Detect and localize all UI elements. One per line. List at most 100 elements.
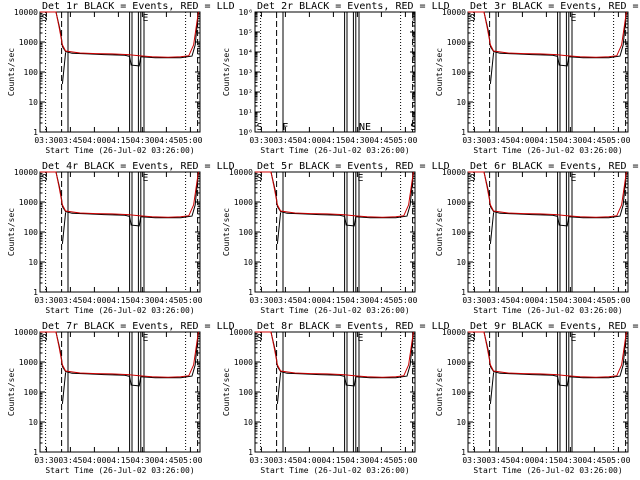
x-axis-label: Start Time (26-Jul-02 03:26:00)	[45, 306, 194, 315]
events-dip-line	[276, 372, 282, 404]
flag-label: F	[282, 122, 288, 133]
y-tick-label: 10⁵	[239, 28, 253, 37]
x-axis-label: Start Time (26-Jul-02 03:26:00)	[260, 146, 409, 155]
x-tick-label: 04:00	[510, 456, 534, 465]
flag-label: E	[570, 173, 576, 184]
flag-label: S	[42, 333, 48, 344]
x-tick-label: 04:00	[82, 136, 106, 145]
x-tick-label: 04:30	[558, 136, 582, 145]
y-axis-label: Counts/sec	[435, 368, 444, 416]
flag-label: E	[570, 13, 576, 24]
events-series-line	[468, 331, 627, 387]
x-axis-label: Start Time (26-Jul-02 03:26:00)	[473, 146, 622, 155]
x-tick-label: 04:15	[106, 456, 130, 465]
flag-label: S	[257, 122, 263, 133]
lld-series-line	[40, 331, 199, 378]
lld-series-line	[468, 331, 627, 378]
x-tick-label: 03:45	[486, 456, 510, 465]
events-dip-line	[276, 212, 282, 244]
events-dip-line	[61, 212, 67, 244]
panel-title: Det 4r BLACK = Events, RED = LLD	[42, 161, 235, 172]
x-tick-label: 04:45	[582, 296, 606, 305]
x-tick-label: 03:30	[249, 136, 273, 145]
y-tick-label: 10000	[14, 8, 38, 17]
y-axis-label: Counts/sec	[7, 208, 16, 256]
flag-label: S	[42, 173, 48, 184]
x-axis-label: Start Time (26-Jul-02 03:26:00)	[260, 306, 409, 315]
events-dip-line	[489, 52, 495, 84]
lld-series-line	[255, 171, 414, 218]
y-tick-label: 10	[28, 418, 38, 427]
x-tick-label: 04:15	[321, 456, 345, 465]
x-tick-label: 04:00	[510, 136, 534, 145]
y-tick-label: 10⁶	[239, 8, 253, 17]
x-tick-label: 04:00	[297, 136, 321, 145]
y-tick-label: 10	[456, 258, 466, 267]
x-tick-label: 04:00	[82, 296, 106, 305]
y-axis-label: Counts/sec	[7, 368, 16, 416]
flag-label: S	[257, 173, 263, 184]
y-tick-label: 1	[33, 128, 38, 137]
y-tick-label: 1	[461, 288, 466, 297]
y-axis-label: Counts/sec	[7, 48, 16, 96]
x-tick-label: 04:30	[130, 456, 154, 465]
y-tick-label: 100	[239, 388, 254, 397]
y-tick-label: 10	[243, 418, 253, 427]
y-tick-label: 10000	[14, 328, 38, 337]
x-tick-label: 04:45	[154, 296, 178, 305]
events-series-line	[40, 171, 199, 227]
x-tick-label: 04:30	[558, 456, 582, 465]
events-series-line	[40, 11, 199, 67]
events-series-line	[40, 331, 199, 387]
x-tick-label: 03:30	[34, 456, 58, 465]
y-tick-label: 10000	[442, 8, 466, 17]
x-tick-label: 04:15	[534, 136, 558, 145]
events-dip-line	[61, 372, 67, 404]
y-tick-label: 100	[452, 388, 467, 397]
x-tick-label: 04:00	[82, 456, 106, 465]
y-tick-label: 1	[248, 288, 253, 297]
y-tick-label: 10000	[14, 168, 38, 177]
x-tick-label: 04:00	[297, 456, 321, 465]
y-tick-label: 10000	[442, 168, 466, 177]
x-tick-label: 04:15	[321, 136, 345, 145]
x-tick-label: 05:00	[606, 136, 630, 145]
y-tick-label: 10000	[229, 328, 253, 337]
x-tick-label: 05:00	[178, 296, 202, 305]
y-tick-label: 1	[461, 128, 466, 137]
events-dip-line	[489, 372, 495, 404]
x-tick-label: 03:30	[462, 296, 486, 305]
y-tick-label: 1000	[447, 198, 466, 207]
y-tick-label: 10³	[239, 68, 253, 77]
panel-title: Det 8r BLACK = Events, RED = LLD	[257, 321, 450, 332]
flag-label: NE	[359, 122, 371, 133]
x-axis-label: Start Time (26-Jul-02 03:26:00)	[473, 306, 622, 315]
detector-panel-7: Det 7r BLACK = Events, RED = LLD 1 10 100 10…	[7, 321, 235, 475]
y-tick-label: 1000	[19, 358, 38, 367]
detector-panel-3: Det 3r BLACK = Events, RED = LLD 1 10 100 10…	[435, 1, 640, 155]
x-tick-label: 04:45	[369, 456, 393, 465]
x-tick-label: 04:45	[582, 456, 606, 465]
x-tick-label: 05:00	[606, 456, 630, 465]
x-tick-label: 03:45	[273, 296, 297, 305]
flag-label: E	[142, 13, 148, 24]
x-tick-label: 05:00	[606, 296, 630, 305]
y-tick-label: 10000	[229, 168, 253, 177]
panel-title: Det 1r BLACK = Events, RED = LLD	[42, 1, 235, 12]
events-series-line	[255, 331, 414, 387]
y-tick-label: 1000	[234, 198, 253, 207]
x-axis-label: Start Time (26-Jul-02 03:26:00)	[45, 466, 194, 475]
events-dip-line	[61, 52, 67, 84]
x-tick-label: 03:30	[249, 456, 273, 465]
x-tick-label: 04:45	[582, 136, 606, 145]
panel-title: Det 9r BLACK = Events, RED = LLD	[470, 321, 640, 332]
y-tick-label: 10⁴	[239, 48, 253, 57]
y-axis-label: Counts/sec	[222, 368, 231, 416]
x-tick-label: 03:45	[273, 136, 297, 145]
y-tick-label: 1	[33, 288, 38, 297]
y-tick-label: 1000	[19, 198, 38, 207]
lld-series-line	[40, 171, 199, 218]
x-tick-label: 04:30	[345, 456, 369, 465]
flag-label: E	[142, 173, 148, 184]
